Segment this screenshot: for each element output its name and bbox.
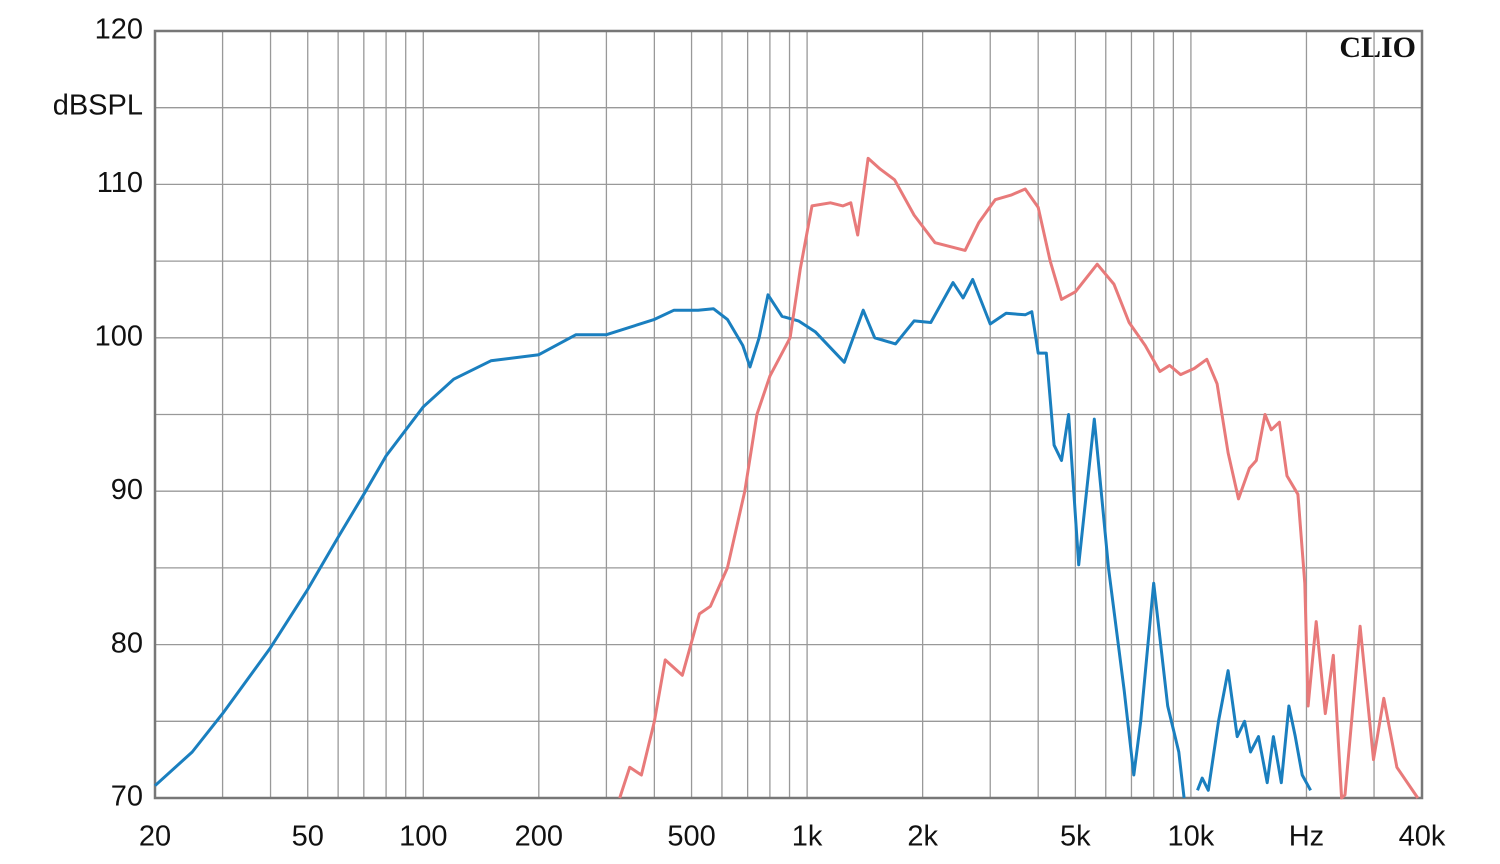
x-tick-label: 20 [139,821,171,853]
x-tick-label: 2k [907,821,938,853]
x-tick-label: 40k [1399,821,1446,853]
watermark: CLIO [1339,31,1416,64]
x-tick-label: 1k [792,821,823,853]
plot-frame [153,29,1424,800]
series-line [618,156,1420,800]
x-tick-label: Hz [1289,821,1324,853]
y-tick-label: 90 [111,474,143,506]
x-tick-label: 10k [1168,821,1215,853]
x-tick-label: 500 [667,821,715,853]
y-tick-label: 110 [97,167,143,199]
x-tick-label: 200 [515,821,563,853]
y-tick-label: 80 [111,627,143,659]
series-line [153,278,1312,799]
x-tick-label: 5k [1060,821,1091,853]
y-tick-label: 100 [95,320,143,352]
y-tick-label: 70 [111,781,143,813]
y-axis-label: dBSPL [53,90,143,122]
y-tick-label: 120 [95,14,143,46]
x-tick-label: 100 [399,821,447,853]
x-tick-label: 50 [292,821,324,853]
